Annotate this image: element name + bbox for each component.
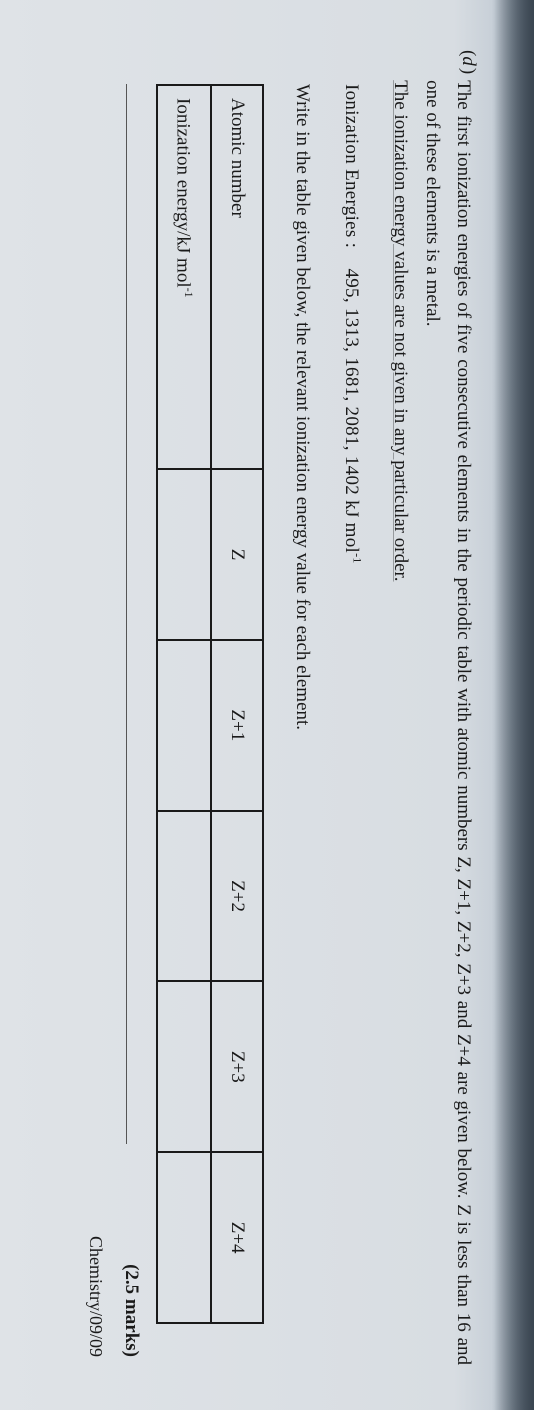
paren-close: )	[458, 68, 479, 74]
table-row: Ionization energy/kJ mol-1	[157, 85, 211, 1323]
row2-label-text: Ionization energy/kJ mol	[173, 98, 194, 288]
row-label-atomic-number: Atomic number	[211, 85, 263, 469]
q-line1: The first ionization energies of five co…	[453, 80, 474, 850]
row-label-ionization-energy: Ionization energy/kJ mol-1	[157, 85, 211, 469]
answer-blank-line	[126, 84, 140, 1144]
answer-cell-z4[interactable]	[157, 1152, 211, 1323]
energies-values: 495, 1313, 1681, 2081, 1402 kJ mol	[341, 268, 362, 553]
answer-cell-z[interactable]	[157, 469, 211, 640]
exam-page: (d) The first ionization energies of fiv…	[0, 0, 534, 1410]
question-letter: d	[457, 56, 479, 66]
q-line2: The ionization energy values are not giv…	[390, 80, 411, 581]
answer-cell-z3[interactable]	[157, 981, 211, 1152]
answer-table: Atomic number Z Z+1 Z+2 Z+3 Z+4 Ionizati…	[156, 84, 264, 1324]
col-z1: Z+1	[211, 640, 263, 811]
answer-cell-z2[interactable]	[157, 811, 211, 982]
question-letter-wrap: (d)	[385, 50, 479, 74]
write-instruction: Write in the table given below, the rele…	[286, 84, 317, 1365]
col-z2: Z+2	[211, 811, 263, 982]
marks-label: (2.5 marks)	[120, 1264, 142, 1357]
energies-unit-sup: -1	[350, 553, 364, 564]
col-z4: Z+4	[211, 1152, 263, 1323]
ionization-energies-line: Ionization Energies : 495, 1313, 1681, 2…	[336, 84, 367, 1365]
energies-label: Ionization Energies :	[341, 84, 362, 248]
answer-cell-z1[interactable]	[157, 640, 211, 811]
col-z: Z	[211, 469, 263, 640]
row2-label-sup: -1	[182, 288, 196, 298]
page-shadow	[494, 0, 534, 1410]
footer-row: (2.5 marks)	[120, 50, 142, 1365]
col-z3: Z+3	[211, 981, 263, 1152]
table-row: Atomic number Z Z+1 Z+2 Z+3 Z+4	[211, 85, 263, 1323]
question-d: (d) The first ionization energies of fiv…	[385, 50, 479, 1365]
page-credit: Chemistry/09/09	[85, 50, 106, 1365]
question-body: The first ionization energies of five co…	[385, 80, 479, 1365]
